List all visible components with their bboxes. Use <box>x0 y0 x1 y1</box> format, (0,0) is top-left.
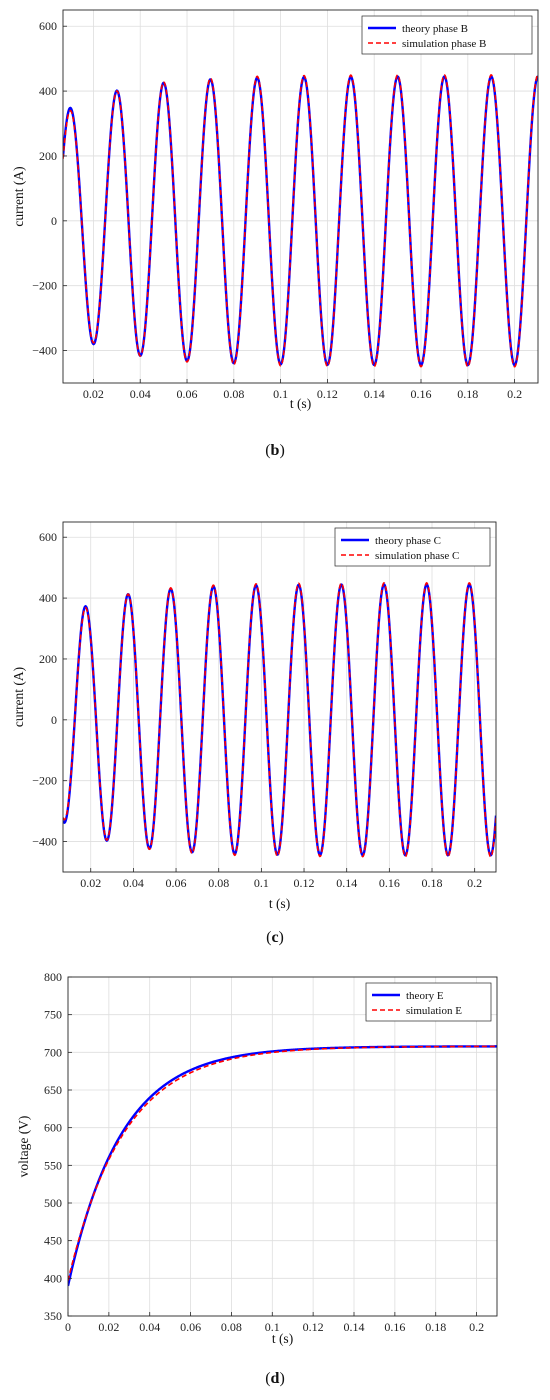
chart-panel-b: 0.02 0.04 0.06 0.08 0.1 0.12 0.14 0.16 0.18 0.2 −… <box>11 9 539 459</box>
y-tick-labels: 350 400 450 500 550 600 650 700 750 800 <box>44 970 72 1323</box>
x-tick-label: 0.06 <box>180 1320 201 1334</box>
x-tick-label: 0.2 <box>467 876 482 890</box>
x-tick-label: 0.02 <box>83 387 104 401</box>
series-line-simulation <box>63 74 538 368</box>
plot-frame <box>62 521 497 873</box>
panel-caption: (d) <box>265 1370 285 1387</box>
x-tick-label: 0.12 <box>294 876 315 890</box>
series-line-theory <box>68 1045 497 1287</box>
x-tick-label: 0.08 <box>223 387 244 401</box>
x-tick-label: 0.18 <box>425 1320 446 1334</box>
y-tick-label: 750 <box>44 1008 62 1022</box>
y-tick-label: 0 <box>51 214 57 228</box>
x-tick-label: 0.18 <box>422 876 443 890</box>
x-tick-label: 0.02 <box>98 1320 119 1334</box>
x-tick-label: 0.2 <box>469 1320 484 1334</box>
y-tick-label: 600 <box>44 1121 62 1135</box>
y-tick-label: 500 <box>44 1196 62 1210</box>
panel-caption: (b) <box>265 442 285 459</box>
legend-entry: simulation phase B <box>402 38 486 50</box>
y-tick-labels: −400 −200 0 200 400 600 <box>32 530 67 849</box>
y-tick-label: −400 <box>32 344 57 358</box>
y-tick-label: 700 <box>44 1045 62 1059</box>
plot-frame <box>62 9 539 384</box>
x-tick-label: 0.14 <box>336 876 357 890</box>
x-tick-labels: 0 0.02 0.04 0.06 0.08 0.1 0.12 0.14 0.16 0.18 0.2 <box>65 1312 484 1334</box>
plot-frame <box>67 976 498 1317</box>
series-line-simulation <box>68 1045 497 1281</box>
y-axis-label: current (A) <box>11 667 26 727</box>
legend-entry: theory phase C <box>375 535 441 547</box>
legend-box <box>361 15 533 55</box>
chart-panel-d: 0 0.02 0.04 0.06 0.08 0.1 0.12 0.14 0.16 0.18 0.2 … <box>16 970 498 1387</box>
x-tick-label: 0.2 <box>507 387 522 401</box>
x-axis-label: t (s) <box>272 1331 293 1346</box>
series-line-simulation <box>63 581 496 858</box>
x-tick-label: 0.04 <box>139 1320 160 1334</box>
x-tick-label: 0.12 <box>317 387 338 401</box>
legend: theory E simulation E <box>365 982 492 1022</box>
x-tick-label: 0.14 <box>344 1320 365 1334</box>
y-tick-label: 550 <box>44 1158 62 1172</box>
legend: theory phase B simulation phase B <box>361 15 533 55</box>
x-tick-label: 0 <box>65 1320 71 1334</box>
y-tick-label: 600 <box>39 530 57 544</box>
y-tick-label: 450 <box>44 1234 62 1248</box>
y-tick-label: 0 <box>51 713 57 727</box>
gridlines <box>67 976 497 1317</box>
legend-box <box>334 527 491 567</box>
series-group <box>63 74 538 368</box>
y-axis-label: current (A) <box>11 166 26 226</box>
legend-entry: simulation phase C <box>375 550 459 562</box>
y-tick-label: −200 <box>32 774 57 788</box>
series-group <box>68 1045 497 1287</box>
y-tick-labels: −400 −200 0 200 400 600 <box>32 19 67 358</box>
y-tick-label: 350 <box>44 1309 62 1323</box>
x-tick-label: 0.12 <box>303 1320 324 1334</box>
x-tick-label: 0.1 <box>265 1320 280 1334</box>
x-tick-label: 0.04 <box>123 876 144 890</box>
x-tick-label: 0.04 <box>130 387 151 401</box>
series-group <box>63 581 496 858</box>
panel-label: d <box>271 1370 280 1387</box>
x-tick-labels: 0.02 0.04 0.06 0.08 0.1 0.12 0.14 0.16 0.18 0.2 <box>83 379 522 401</box>
chart-panel-c: 0.02 0.04 0.06 0.08 0.1 0.12 0.14 0.16 0.18 0.2 −… <box>11 521 497 946</box>
legend-entry: simulation E <box>406 1005 462 1017</box>
x-tick-label: 0.16 <box>411 387 432 401</box>
x-tick-label: 0.16 <box>379 876 400 890</box>
x-tick-labels: 0.02 0.04 0.06 0.08 0.1 0.12 0.14 0.16 0.18 0.2 <box>80 868 482 890</box>
panel-caption: (c) <box>266 929 284 946</box>
x-tick-label: 0.06 <box>177 387 198 401</box>
y-axis-label: voltage (V) <box>16 1116 31 1178</box>
y-tick-label: 650 <box>44 1083 62 1097</box>
y-tick-label: 600 <box>39 19 57 33</box>
legend: theory phase C simulation phase C <box>334 527 491 567</box>
y-tick-label: −400 <box>32 835 57 849</box>
legend-entry: theory E <box>406 990 444 1002</box>
panel-label: c <box>271 929 278 946</box>
y-tick-label: −200 <box>32 279 57 293</box>
x-tick-label: 0.02 <box>80 876 101 890</box>
legend-entry: theory phase B <box>402 23 468 35</box>
x-tick-label: 0.14 <box>364 387 385 401</box>
y-tick-label: 200 <box>39 652 57 666</box>
y-tick-label: 200 <box>39 149 57 163</box>
legend-box <box>365 982 492 1022</box>
gridlines <box>63 522 496 872</box>
x-axis-label: t (s) <box>290 396 311 411</box>
y-tick-label: 800 <box>44 970 62 984</box>
y-tick-label: 400 <box>39 591 57 605</box>
x-tick-label: 0.08 <box>221 1320 242 1334</box>
panel-label: b <box>271 442 280 459</box>
x-axis-label: t (s) <box>269 896 290 911</box>
x-tick-label: 0.18 <box>457 387 478 401</box>
x-tick-label: 0.1 <box>254 876 269 890</box>
x-tick-label: 0.08 <box>208 876 229 890</box>
y-tick-label: 400 <box>44 1271 62 1285</box>
x-tick-label: 0.16 <box>384 1320 405 1334</box>
x-tick-label: 0.1 <box>273 387 288 401</box>
x-tick-label: 0.06 <box>166 876 187 890</box>
y-tick-label: 400 <box>39 84 57 98</box>
